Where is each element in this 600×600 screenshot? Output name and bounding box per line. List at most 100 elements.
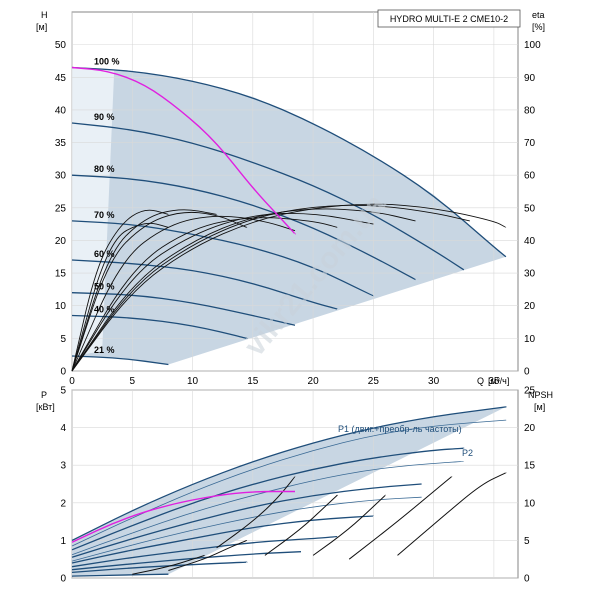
speed-curve-label: 90 % (94, 112, 115, 122)
top-low-flow-zone (72, 67, 115, 356)
chart-title: HYDRO MULTI-E 2 CME10-2 (390, 14, 508, 24)
efficiency-curve (71, 217, 338, 372)
speed-curve (71, 122, 465, 271)
speed-curve-label: 21 % (94, 345, 115, 355)
speed-curve-label: 40 % (94, 305, 115, 315)
bottom-y2tick-label: 20 (524, 423, 536, 434)
top-ytick-label: 40 (55, 105, 67, 116)
top-y2tick-label: 90 (524, 73, 536, 84)
top-xtick-label: 25 (368, 376, 380, 387)
p2-curve (71, 461, 465, 556)
p1-curve (71, 535, 338, 568)
bottom-chart-layer: 0 1 2 3 4 5 0 5 10 15 20 25 (60, 386, 535, 585)
top-y2label: eta (532, 10, 545, 20)
npsh-curve (132, 554, 206, 575)
top-ytick-label: 0 (60, 367, 66, 378)
npsh-curve (312, 494, 386, 556)
bottom-ytick-label: 0 (60, 574, 66, 585)
top-ytick-label: 50 (55, 40, 67, 51)
top-y2unit: [%] (532, 22, 545, 32)
bottom-y2tick-label: 5 (524, 536, 530, 547)
speed-curve (71, 66, 507, 258)
efficiency-curve (71, 212, 374, 372)
top-y2tick-label: 100 (524, 40, 541, 51)
bottom-ytick-label: 1 (60, 536, 66, 547)
bottom-y2tick-label: 0 (524, 574, 530, 585)
top-xlabel: Q (477, 376, 484, 386)
p1-curve (71, 447, 465, 551)
top-y2tick-label: 80 (524, 105, 536, 116)
top-ytick-label: 35 (55, 138, 67, 149)
bottom-ytick-label: 5 (60, 386, 66, 397)
npsh-curve (348, 476, 453, 560)
top-xtick-label: 15 (247, 376, 259, 387)
top-ytick-label: 25 (55, 203, 67, 214)
speed-curve (71, 174, 416, 281)
speed-curve (71, 259, 338, 310)
bottom-max-power-curve (71, 490, 295, 543)
top-chart-layer: 0 5 10 15 20 25 30 35 0 5 10 15 20 25 30 35 40 45 50 0 10 20 3… (55, 11, 541, 387)
top-y2tick-label: 30 (524, 269, 536, 280)
top-ytick-label: 20 (55, 236, 67, 247)
npsh-curve (168, 539, 248, 571)
npsh-curve (264, 494, 338, 556)
top-y2tick-label: 0 (524, 367, 530, 378)
speed-curve-label: 50 % (94, 282, 115, 292)
top-y2tick-label: 20 (524, 301, 536, 312)
p1-curve (71, 573, 169, 577)
speed-curve-label: 100 % (94, 56, 120, 66)
top-y2tick-label: 40 (524, 236, 536, 247)
bottom-y2tick-label: 25 (524, 386, 536, 397)
top-ytick-label: 15 (55, 269, 67, 280)
efficiency-curve (71, 215, 296, 372)
top-xtick-label: 0 (69, 376, 75, 387)
bottom-yunit: [кВт] (36, 402, 55, 412)
top-y2tick-label: 10 (524, 334, 536, 345)
bottom-ytick-label: 2 (60, 498, 66, 509)
top-y2tick-label: 70 (524, 138, 536, 149)
top-xtick-label: 20 (308, 376, 320, 387)
speed-curve (71, 220, 375, 297)
bottom-y2unit: [м] (534, 402, 545, 412)
top-xtick-label: 5 (129, 376, 135, 387)
p1-curve (71, 515, 375, 564)
efficiency-curve (71, 209, 218, 372)
speed-curve-label: 70 % (94, 210, 115, 220)
p1-label: P1 (двиг.+преобр-ль частоты) (338, 424, 462, 434)
efficiency-curve (71, 203, 507, 372)
bottom-ylabel: P (41, 390, 47, 400)
npsh-curve (397, 472, 507, 556)
p2-label: P2 (462, 448, 473, 458)
efficiency-curve (71, 209, 169, 372)
efficiency-curve (71, 211, 248, 372)
top-operating-area (72, 67, 506, 365)
top-y2tick-label: 60 (524, 171, 536, 182)
p2-curve (71, 419, 507, 547)
efficiency-curve (71, 208, 416, 372)
bottom-y2tick-label: 15 (524, 461, 536, 472)
bottom-y2tick-label: 10 (524, 498, 536, 509)
p1-curve (71, 551, 302, 571)
top-y2tick-label: 50 (524, 203, 536, 214)
top-ytick-label: 45 (55, 73, 67, 84)
top-xtick-label: 35 (488, 376, 500, 387)
top-ytick-label: 10 (55, 301, 67, 312)
top-ytick-label: 30 (55, 171, 67, 182)
p1-curve (71, 406, 507, 541)
max-power-curve (71, 66, 296, 235)
bottom-ytick-label: 4 (60, 423, 66, 434)
top-xtick-label: 10 (187, 376, 199, 387)
speed-curve-label: 80 % (94, 164, 115, 174)
npsh-curve (216, 476, 296, 549)
top-yunit: [м] (36, 22, 47, 32)
title-box: HYDRO MULTI-E 2 CME10-2 (377, 9, 521, 28)
bottom-ytick-label: 3 (60, 461, 66, 472)
top-ylabel: H (41, 10, 48, 20)
p2-curve (71, 496, 422, 562)
top-xunit: [м³/ч] (488, 376, 509, 386)
bottom-y2label: NPSH (528, 390, 553, 400)
top-xtick-label: 30 (428, 376, 440, 387)
efficiency-curve (71, 222, 169, 372)
top-ytick-label: 5 (60, 334, 66, 345)
